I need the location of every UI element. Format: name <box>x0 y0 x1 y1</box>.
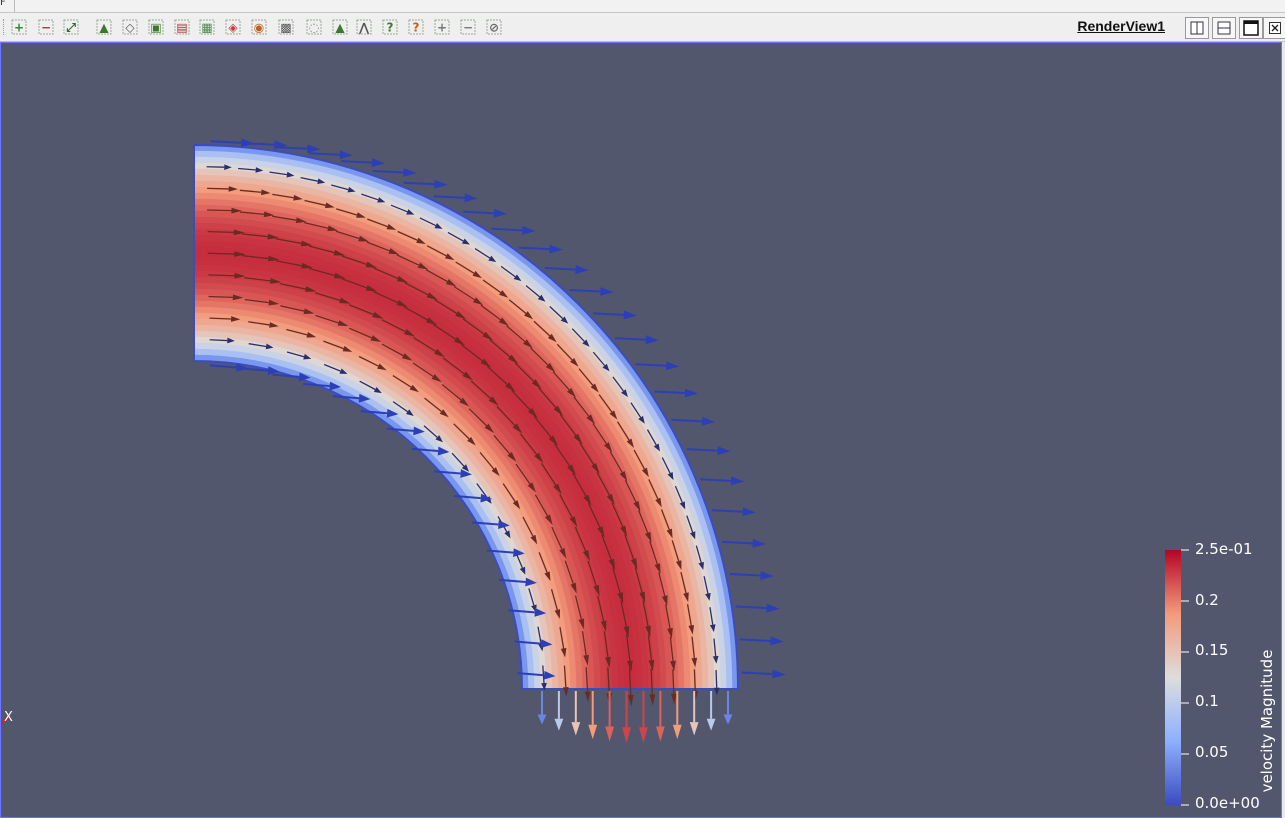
maximize-button[interactable] <box>1239 17 1263 39</box>
reset-camera-button[interactable]: ⤢ <box>61 17 81 37</box>
query-cell-button[interactable]: ? <box>380 17 400 37</box>
select-points-frustum-icon: ▤ <box>174 19 190 35</box>
menu-partial-label[interactable]: F <box>0 0 6 8</box>
select-block-icon: ▦ <box>199 19 215 35</box>
hover-cells-button[interactable]: ▲ <box>330 17 350 37</box>
disable-icon: ⊘ <box>486 19 502 35</box>
svg-text:−: − <box>41 21 51 35</box>
select-cells-on-icon: ▲ <box>96 19 112 35</box>
svg-text:▲: ▲ <box>99 21 109 35</box>
select-cells-on-button[interactable]: ▲ <box>94 17 114 37</box>
colorbar-tick-label: 0.2 <box>1195 591 1219 609</box>
colorbar-tick-label: 0.15 <box>1195 641 1229 659</box>
svg-text:⤢: ⤢ <box>65 21 76 35</box>
interactive-select-cells-button[interactable]: ◈ <box>223 17 243 37</box>
add-icon: + <box>434 19 450 35</box>
render-scene: X <box>1 138 1189 806</box>
disable-button[interactable]: ⊘ <box>484 17 504 37</box>
colorbar-tick-label: 0.0e+00 <box>1195 794 1260 812</box>
svg-text:◈: ◈ <box>228 21 238 35</box>
svg-text:◌: ◌ <box>309 21 319 35</box>
pipe-flow-field <box>193 143 740 690</box>
svg-text:▲: ▲ <box>335 21 345 35</box>
select-points-on-button[interactable]: ◇ <box>120 17 140 37</box>
close-view-button[interactable] <box>1263 17 1285 39</box>
menu-separator <box>14 0 15 12</box>
interactive-select-points-icon: ◉ <box>251 19 267 35</box>
zoom-out-icon: − <box>38 19 54 35</box>
svg-text:?: ? <box>413 21 420 35</box>
svg-text:⊘: ⊘ <box>489 21 499 35</box>
svg-text:◇: ◇ <box>125 21 135 35</box>
zoom-in-button[interactable]: + <box>9 17 29 37</box>
svg-text:▩: ▩ <box>280 21 291 35</box>
colorbar-tick-label: 2.5e-01 <box>1195 540 1253 558</box>
reset-camera-icon: ⤢ <box>63 19 79 35</box>
split-horizontal-button[interactable] <box>1185 17 1209 39</box>
grow-selection-icon: ◌ <box>306 19 322 35</box>
svg-text:▣: ▣ <box>150 21 161 35</box>
svg-text:⋀: ⋀ <box>359 21 370 35</box>
split-vertical-icon <box>1217 21 1231 35</box>
remove-icon: − <box>460 19 476 35</box>
svg-text:−: − <box>463 21 473 35</box>
clear-selection-icon: ▩ <box>278 19 294 35</box>
colorbar-ticks <box>1181 549 1189 806</box>
svg-text:+: + <box>437 21 447 35</box>
interactive-select-points-button[interactable]: ◉ <box>249 17 269 37</box>
zoom-out-button[interactable]: − <box>36 17 56 37</box>
maximize-icon <box>1243 20 1259 36</box>
view-toolbar: + − ⤢ ▲ ◇ ▣ ▤ ▦ ◈ ◉ ▩ ◌ ▲ ⋀?? + − ⊘ RenderView1 <box>0 13 1285 42</box>
clear-selection-button[interactable]: ▩ <box>276 17 296 37</box>
split-horizontal-icon <box>1190 21 1204 35</box>
hover-points-button[interactable]: ⋀ <box>354 17 374 37</box>
colorbar-tick-label: 0.1 <box>1195 692 1219 710</box>
menu-strip: F <box>0 0 1285 13</box>
colorbar-tick-label: 0.05 <box>1195 743 1229 761</box>
svg-text:▦: ▦ <box>201 21 212 35</box>
select-block-button[interactable]: ▦ <box>197 17 217 37</box>
axes-x-label: X <box>4 710 13 725</box>
add-button[interactable]: + <box>432 17 452 37</box>
grow-selection-button[interactable]: ◌ <box>304 17 324 37</box>
split-vertical-button[interactable] <box>1212 17 1236 39</box>
orientation-axes: X <box>1 710 13 725</box>
velocity-glyphs <box>206 138 786 743</box>
zoom-in-icon: + <box>11 19 27 35</box>
svg-text:+: + <box>14 21 24 35</box>
select-cells-frustum-button[interactable]: ▣ <box>146 17 166 37</box>
svg-text:▤: ▤ <box>176 21 187 35</box>
view-title[interactable]: RenderView1 <box>1077 18 1165 34</box>
hover-cells-icon: ▲ <box>332 19 348 35</box>
query-point-button[interactable]: ? <box>406 17 426 37</box>
close-icon <box>1269 22 1281 34</box>
colorbar-gradient <box>1165 550 1181 805</box>
query-cell-icon: ? <box>382 19 398 35</box>
select-points-frustum-button[interactable]: ▤ <box>172 17 192 37</box>
select-cells-frustum-icon: ▣ <box>148 19 164 35</box>
select-points-on-icon: ◇ <box>122 19 138 35</box>
toolbar-grip[interactable] <box>3 19 7 35</box>
query-point-icon: ? <box>408 19 424 35</box>
interactive-select-cells-icon: ◈ <box>225 19 241 35</box>
render-view[interactable]: X 2.5e-01 0.2 0.15 0.1 0.05 0.0e+00 velo… <box>0 42 1282 818</box>
hover-points-icon: ⋀ <box>356 19 372 35</box>
remove-button[interactable]: − <box>458 17 478 37</box>
svg-text:?: ? <box>387 21 394 35</box>
colorbar-title: velocity Magnitude <box>1258 649 1276 793</box>
svg-text:◉: ◉ <box>254 21 264 35</box>
